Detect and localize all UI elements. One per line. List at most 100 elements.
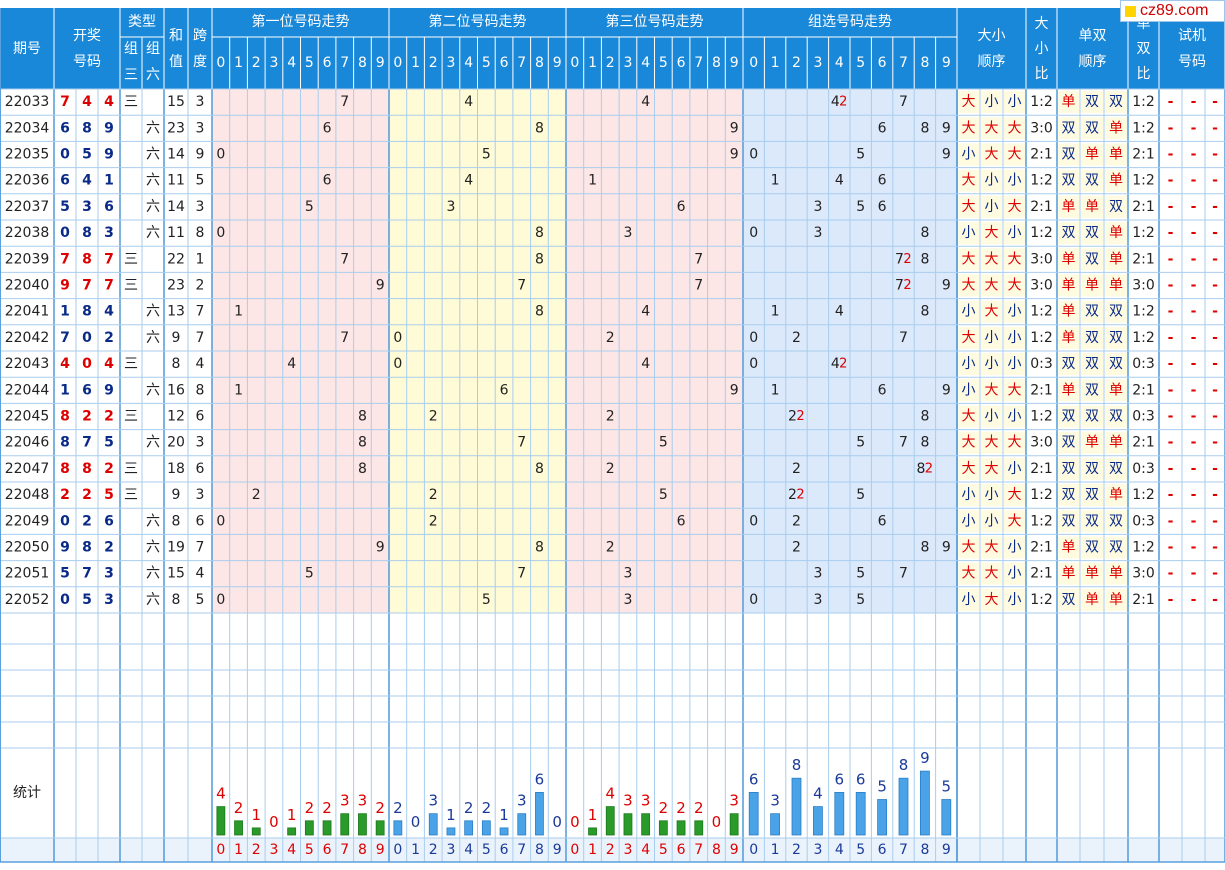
stat-value: 4 — [216, 785, 226, 803]
period-cell: 22049 — [5, 513, 50, 529]
size-cell-bg — [981, 326, 1002, 349]
period-cell: 22048 — [5, 487, 50, 503]
header-parity-order-line1: 单双 — [1079, 28, 1107, 44]
draw-digit: 2 — [104, 330, 114, 346]
header-size-ratio-line2: 小 — [1035, 41, 1049, 57]
stat-bar — [287, 827, 297, 836]
size-cell: 大 — [1008, 147, 1022, 163]
trend-digit-pos1: 0 — [216, 225, 225, 241]
draw-digit: 6 — [104, 513, 114, 529]
size-cell: 大 — [1008, 435, 1022, 451]
parity-cell: 单 — [1085, 199, 1099, 215]
parity-cell-bg — [1081, 143, 1103, 166]
draw-digit: 8 — [60, 435, 70, 451]
size-ratio-cell: 0:3 — [1030, 356, 1053, 372]
draw-digit: 5 — [82, 147, 92, 163]
trend-digit-pos2: 5 — [482, 592, 491, 608]
stat-axis-digit: 7 — [694, 842, 703, 858]
trend-digit-pos1: 4 — [287, 356, 296, 372]
draw-digit: 6 — [60, 173, 70, 189]
stat-bar — [920, 770, 930, 836]
parity-cell-bg — [1081, 510, 1103, 533]
parity-cell: 双 — [1085, 94, 1099, 110]
draw-digit: 3 — [82, 199, 92, 215]
size-ratio-cell: 1:2 — [1030, 225, 1053, 241]
size-cell: 大 — [985, 120, 999, 136]
size-ratio-cell: 3:0 — [1030, 251, 1053, 267]
span-cell: 5 — [196, 173, 205, 189]
trend-digit-pos3: 2 — [606, 409, 615, 425]
trial-cell: - — [1212, 251, 1218, 267]
stat-value: 3 — [517, 792, 527, 810]
header-parity-ratio-line3: 比 — [1137, 66, 1151, 82]
size-cell: 大 — [962, 120, 976, 136]
header-trial-line1: 试机 — [1178, 28, 1206, 44]
trial-cell: - — [1191, 513, 1197, 529]
header-group-digit: 7 — [899, 55, 908, 71]
group-digit: 7 — [899, 330, 908, 346]
size-cell-bg — [981, 248, 1002, 271]
size-cell-bg — [958, 536, 979, 559]
header-pos3-digit: 9 — [730, 55, 739, 71]
size-cell: 大 — [962, 94, 976, 110]
group-digit: 0 — [749, 330, 758, 346]
period-cell: 22050 — [5, 540, 50, 556]
stat-axis-digit: 2 — [792, 842, 801, 858]
parity-cell: 单 — [1085, 278, 1099, 294]
parity-cell-bg — [1081, 169, 1103, 192]
trial-cell: - — [1168, 94, 1174, 110]
stat-value: 2 — [393, 799, 403, 817]
sum-cell: 11 — [167, 225, 185, 241]
type-cell: 六 — [146, 304, 160, 320]
type-cell: 六 — [146, 199, 160, 215]
stat-value: 3 — [623, 792, 633, 810]
header-pos3-digit: 1 — [588, 55, 597, 71]
stat-axis-digit: 9 — [376, 842, 385, 858]
trend-digit-pos2: 0 — [393, 330, 402, 346]
site-watermark[interactable]: cz89.com — [1120, 0, 1225, 22]
size-cell-bg — [958, 274, 979, 297]
sum-cell: 14 — [167, 147, 185, 163]
stat-bar — [428, 813, 438, 836]
trend-digit-pos2: 6 — [500, 382, 509, 398]
size-cell-bg — [1004, 169, 1025, 192]
size-cell: 大 — [962, 409, 976, 425]
size-ratio-cell: 2:1 — [1030, 566, 1053, 582]
trial-cell: - — [1212, 409, 1218, 425]
group-digit: 2 — [788, 487, 797, 503]
parity-ratio-cell: 2:1 — [1132, 251, 1155, 267]
stat-value: 3 — [641, 792, 651, 810]
draw-digit: 0 — [82, 356, 92, 372]
stat-value: 6 — [535, 770, 545, 788]
trial-cell: - — [1191, 409, 1197, 425]
group-digit: 7 — [899, 94, 908, 110]
stat-axis-digit: 1 — [411, 842, 420, 858]
sum-cell: 15 — [167, 566, 185, 582]
span-cell: 5 — [196, 592, 205, 608]
stat-bar — [658, 820, 668, 836]
trial-cell: - — [1212, 225, 1218, 241]
header-pos2-digit: 8 — [535, 55, 544, 71]
header-pos2-digit: 7 — [517, 55, 526, 71]
group-digit: 3 — [813, 592, 822, 608]
stat-axis-digit: 6 — [878, 842, 887, 858]
size-cell-bg — [981, 300, 1002, 323]
stat-bar — [340, 813, 350, 836]
draw-digit: 9 — [60, 278, 70, 294]
size-cell: 小 — [1008, 173, 1022, 189]
header-group-digit: 0 — [749, 55, 758, 71]
stat-bar — [216, 806, 226, 836]
parity-cell: 单 — [1109, 382, 1123, 398]
parity-cell: 双 — [1109, 461, 1123, 477]
parity-cell-bg — [1105, 353, 1127, 376]
group-digit: 2 — [792, 461, 801, 477]
stat-axis-digit: 1 — [234, 842, 243, 858]
size-cell-bg — [1004, 588, 1025, 611]
parity-cell: 双 — [1062, 461, 1076, 477]
parity-cell: 双 — [1109, 540, 1123, 556]
parity-cell: 双 — [1062, 356, 1076, 372]
parity-cell-bg — [1105, 326, 1127, 349]
parity-cell-bg — [1105, 405, 1127, 428]
header-pos3-digit: 6 — [677, 55, 686, 71]
trial-cell: - — [1191, 566, 1197, 582]
